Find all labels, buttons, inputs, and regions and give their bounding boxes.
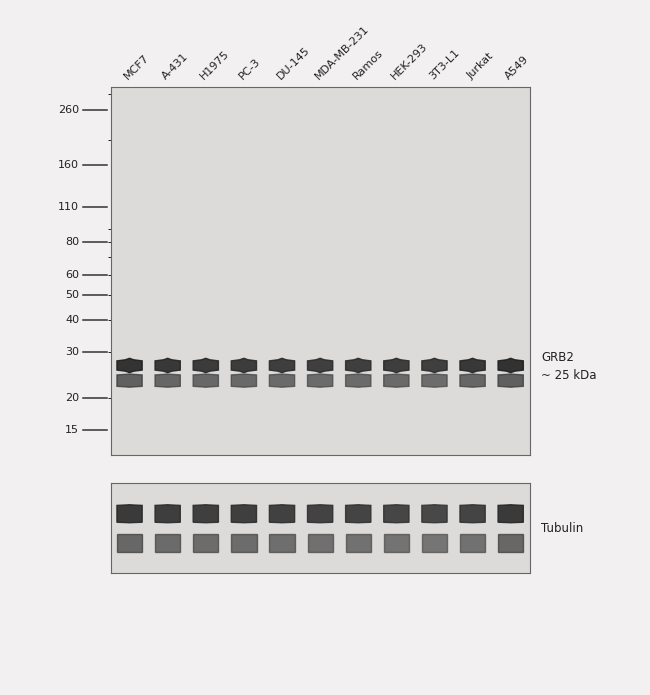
Text: PC-3: PC-3 [237, 56, 262, 81]
Polygon shape [193, 359, 218, 373]
Text: 80: 80 [65, 238, 79, 247]
Polygon shape [231, 359, 257, 373]
Text: 15: 15 [65, 425, 79, 435]
Polygon shape [460, 359, 485, 373]
Polygon shape [346, 534, 371, 552]
Text: A-431: A-431 [161, 51, 190, 81]
Polygon shape [384, 505, 409, 523]
Polygon shape [193, 534, 218, 552]
Polygon shape [460, 505, 485, 523]
Polygon shape [193, 505, 218, 523]
Polygon shape [498, 534, 523, 552]
Text: 110: 110 [58, 202, 79, 212]
Polygon shape [307, 359, 333, 373]
Polygon shape [384, 374, 409, 387]
Polygon shape [269, 505, 294, 523]
Text: 260: 260 [58, 105, 79, 115]
Polygon shape [155, 505, 180, 523]
Text: Jurkat: Jurkat [465, 51, 495, 81]
Polygon shape [498, 374, 523, 387]
Text: 40: 40 [65, 315, 79, 325]
Text: 50: 50 [65, 290, 79, 300]
Polygon shape [498, 359, 523, 373]
Polygon shape [422, 374, 447, 387]
Polygon shape [346, 359, 371, 373]
Text: 30: 30 [65, 348, 79, 357]
Text: 20: 20 [65, 393, 79, 403]
Polygon shape [460, 374, 485, 387]
Polygon shape [422, 534, 447, 552]
Text: A549: A549 [504, 54, 531, 81]
Polygon shape [117, 359, 142, 373]
Text: MDA-MB-231: MDA-MB-231 [313, 24, 370, 81]
Text: ~ 25 kDa: ~ 25 kDa [541, 369, 597, 382]
Polygon shape [117, 374, 142, 387]
Text: HEK-293: HEK-293 [389, 41, 430, 81]
Polygon shape [155, 534, 180, 552]
Polygon shape [231, 505, 257, 523]
Polygon shape [498, 505, 523, 523]
Text: 60: 60 [65, 270, 79, 279]
Polygon shape [307, 374, 333, 387]
Polygon shape [307, 534, 333, 552]
Polygon shape [307, 505, 333, 523]
Text: 160: 160 [58, 160, 79, 170]
Polygon shape [231, 534, 257, 552]
Polygon shape [117, 505, 142, 523]
Polygon shape [269, 534, 294, 552]
Polygon shape [460, 534, 485, 552]
Polygon shape [193, 374, 218, 387]
Polygon shape [384, 534, 409, 552]
Text: GRB2: GRB2 [541, 351, 575, 363]
Text: H1975: H1975 [199, 49, 231, 81]
Text: 3T3-L1: 3T3-L1 [428, 47, 462, 81]
Polygon shape [117, 534, 142, 552]
Polygon shape [422, 505, 447, 523]
Text: DU-145: DU-145 [275, 44, 311, 81]
Text: MCF7: MCF7 [122, 52, 151, 81]
Polygon shape [231, 374, 257, 387]
Polygon shape [346, 505, 371, 523]
Polygon shape [384, 359, 409, 373]
Polygon shape [269, 374, 294, 387]
Polygon shape [155, 374, 180, 387]
Polygon shape [346, 374, 371, 387]
Polygon shape [269, 359, 294, 373]
Polygon shape [422, 359, 447, 373]
Polygon shape [155, 359, 180, 373]
Text: Tubulin: Tubulin [541, 522, 584, 534]
Text: Ramos: Ramos [351, 47, 385, 81]
